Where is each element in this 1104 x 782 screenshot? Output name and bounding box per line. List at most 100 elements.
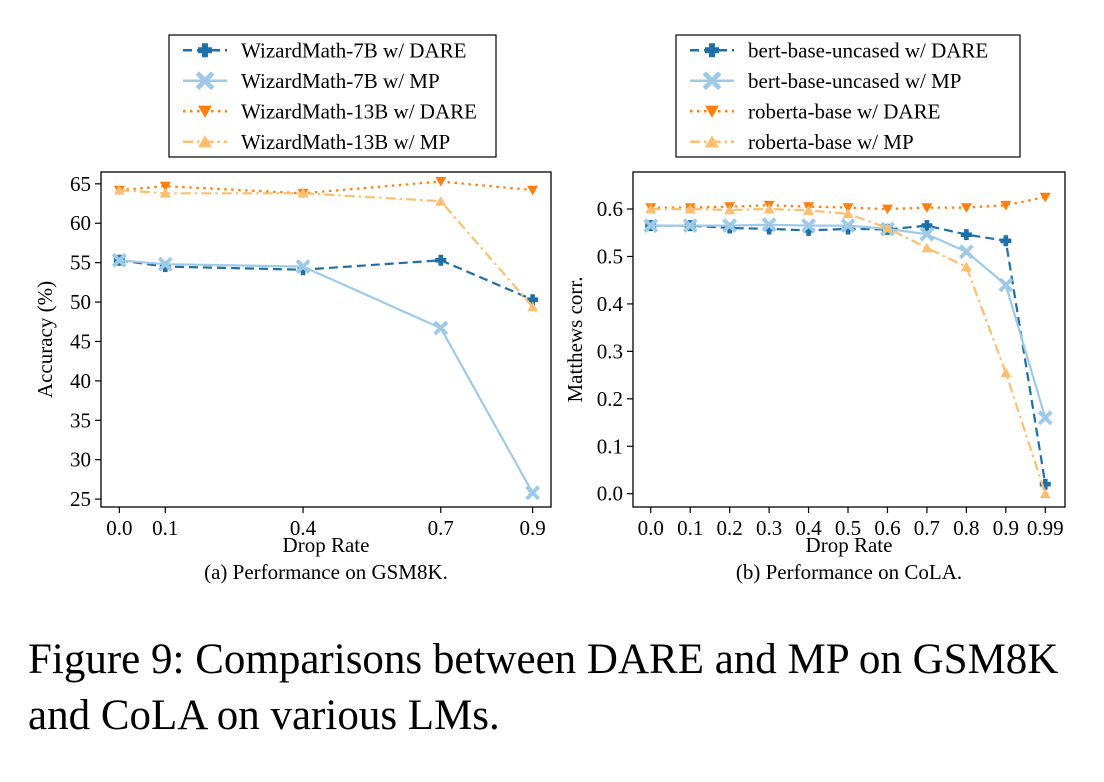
series-line (119, 189, 534, 308)
legend-label: roberta-base w/ MP (748, 130, 914, 154)
data-point (998, 277, 1014, 293)
data-point (960, 261, 972, 272)
data-point (525, 485, 541, 501)
plot-frame (100, 171, 552, 508)
series-3 (645, 203, 1051, 499)
legend-label: WizardMath-7B w/ MP (241, 69, 440, 93)
y-tick-label: 40 (70, 369, 91, 393)
chart-cola: 0.0 0.1 0.2 0.3 0.4 0.5 0.6 0.0 0.1 0.2 0.3 0.4 0.5 0… (563, 34, 1066, 584)
series-line (650, 224, 1047, 485)
data-point (1039, 488, 1051, 499)
series-0 (113, 254, 539, 306)
y-tick-label: 50 (70, 290, 91, 314)
data-point (157, 256, 173, 272)
y-tick-label: 0.3 (597, 339, 623, 363)
x-tick-label: 0.0 (638, 516, 664, 540)
series-line (650, 207, 1047, 495)
legend-frame (675, 34, 1021, 158)
y-tick-label: 25 (70, 487, 91, 511)
data-point (111, 252, 127, 268)
data-point (960, 229, 972, 241)
x-tick-label: 0.0 (106, 516, 132, 540)
data-point (297, 264, 309, 276)
x-tick-label: 0.4 (290, 516, 317, 540)
data-point (684, 203, 696, 214)
x-tick-label: 0.6 (874, 516, 900, 540)
legend-label: WizardMath-13B w/ DARE (241, 99, 477, 123)
data-point (921, 242, 933, 253)
data-point (435, 195, 447, 206)
data-point (1000, 200, 1012, 211)
data-point (527, 294, 539, 306)
data-point (1039, 192, 1051, 203)
x-tick-label: 0.5 (835, 516, 861, 540)
figure-caption: Figure 9: Comparisons between DARE and M… (28, 636, 1059, 739)
data-point (1039, 478, 1051, 490)
legend-label: WizardMath-13B w/ MP (241, 130, 450, 154)
x-tick-label: 0.7 (914, 516, 940, 540)
data-point (527, 185, 539, 196)
data-point (840, 218, 856, 234)
data-point (763, 203, 775, 214)
data-point (1037, 410, 1053, 426)
data-point (433, 320, 449, 336)
x-tick-label: 0.9 (993, 516, 1019, 540)
legend-frame (168, 34, 497, 158)
x-axis-label: Drop Rate (806, 533, 893, 557)
data-point (919, 226, 935, 242)
y-tick-label: 45 (70, 329, 91, 353)
legend-label: WizardMath-7B w/ DARE (241, 38, 466, 62)
legend-marker (198, 105, 212, 118)
y-tick-label: 35 (70, 408, 91, 432)
y-tick-label: 65 (70, 172, 91, 196)
y-tick-label: 0.1 (597, 434, 623, 458)
x-tick-label: 0.4 (795, 516, 822, 540)
y-tick-label: 60 (70, 211, 91, 235)
data-point (724, 204, 736, 215)
x-axis-label: Drop Rate (283, 533, 370, 557)
data-point (297, 188, 309, 198)
y-tick-label: 30 (70, 448, 91, 472)
y-tick-label: 0.5 (597, 244, 623, 268)
data-point (958, 244, 974, 260)
series-line (119, 259, 534, 301)
data-point (1000, 235, 1012, 247)
legend: WizardMath-7B w/ DARE WizardMath-7B w/ MP… (168, 34, 497, 158)
y-tick-label: 0.4 (597, 292, 624, 316)
series-1 (111, 252, 541, 501)
x-tick-label: 0.9 (520, 516, 546, 540)
data-point (801, 218, 816, 234)
data-point (159, 181, 171, 192)
legend-marker (198, 135, 212, 148)
chart-gsm8k: 25 30 35 40 45 50 55 60 65 0.0 0.1 0.4 0.7 0.9 Drop Ra… (33, 34, 552, 584)
legend-marker (705, 135, 719, 148)
data-point (803, 224, 815, 236)
data-point (722, 218, 738, 234)
data-point (527, 301, 539, 312)
legend-marker (705, 43, 719, 58)
legend-marker (198, 43, 212, 58)
data-point (842, 203, 854, 213)
series-line (119, 180, 533, 195)
data-point (842, 208, 854, 219)
y-tick-label: 0.6 (597, 197, 623, 221)
data-point (803, 205, 815, 215)
data-point (295, 259, 311, 274)
data-point (643, 218, 659, 234)
legend-marker (195, 71, 215, 91)
legend-label: bert-base-uncased w/ MP (748, 69, 961, 93)
y-tick-label: 0.2 (597, 387, 623, 411)
data-point (682, 218, 698, 234)
x-tick-label: 0.1 (152, 516, 178, 540)
data-point (881, 222, 893, 233)
data-point (435, 177, 447, 187)
legend-label: roberta-base w/ DARE (748, 99, 940, 123)
y-axis-label: Matthews corr. (563, 277, 587, 403)
data-point (960, 203, 972, 213)
legend: bert-base-uncased w/ DARE bert-base-uncas… (675, 34, 1021, 158)
x-tick-label: 0.2 (717, 516, 743, 540)
data-point (645, 203, 657, 214)
chart-subtitle: (b) Performance on CoLA. (736, 560, 962, 584)
data-point (763, 223, 775, 235)
